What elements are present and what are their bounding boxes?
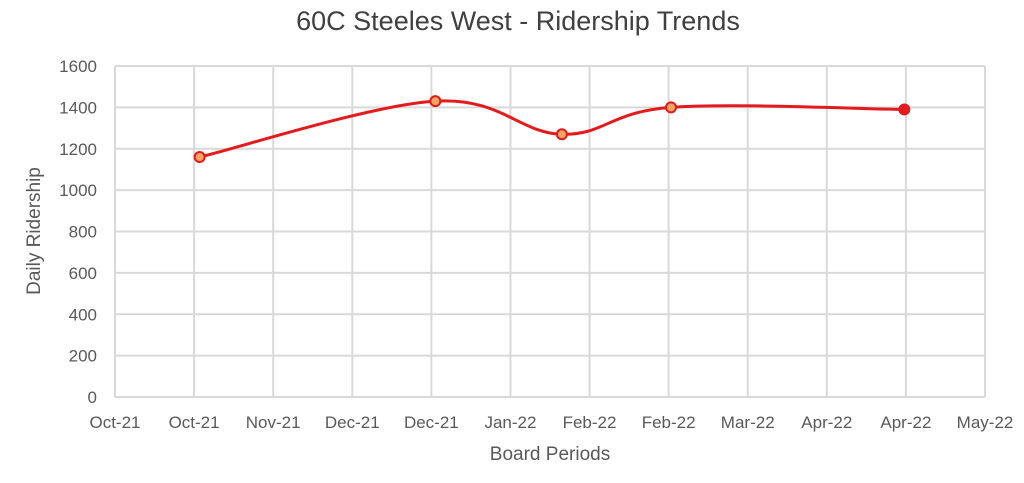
y-tick-label: 1200 (59, 140, 97, 159)
x-tick-label: May-22 (957, 413, 1014, 432)
x-tick-label: Oct-21 (169, 413, 220, 432)
data-point (665, 101, 678, 114)
x-tick-label: Dec-21 (325, 413, 380, 432)
data-point (193, 151, 206, 164)
x-tick-label: Jan-22 (484, 413, 536, 432)
y-tick-label: 400 (69, 305, 97, 324)
x-tick-label: Mar-22 (721, 413, 775, 432)
x-tick-label: Nov-21 (246, 413, 301, 432)
y-tick-label: 1000 (59, 181, 97, 200)
x-axis-title: Board Periods (490, 444, 610, 465)
x-tick-label: Apr-22 (801, 413, 852, 432)
x-tick-label: Feb-22 (563, 413, 617, 432)
y-tick-label: 0 (88, 388, 97, 407)
x-axis-ticks: Oct-21 Oct-21 Nov-21 Dec-21 Dec-21 Jan-22 Feb-… (89, 413, 1013, 432)
y-axis-title: Daily Ridership (24, 167, 45, 295)
x-tick-label: Dec-21 (404, 413, 459, 432)
data-point (429, 95, 442, 108)
y-tick-label: 800 (69, 223, 97, 242)
x-tick-label: Apr-22 (880, 413, 931, 432)
x-tick-label: Oct-21 (89, 413, 140, 432)
data-point (898, 103, 911, 116)
y-tick-label: 1400 (59, 98, 97, 117)
y-tick-label: 600 (69, 264, 97, 283)
data-points (193, 95, 911, 164)
y-tick-label: 200 (69, 347, 97, 366)
chart-title: 60C Steeles West - Ridership Trends (296, 6, 740, 36)
gridlines (114, 65, 986, 398)
y-tick-label: 1600 (59, 57, 97, 76)
x-tick-label: Feb-22 (642, 413, 696, 432)
y-axis-ticks: 0 200 400 600 800 1000 1200 1400 1600 (59, 57, 97, 407)
data-point (555, 128, 568, 141)
